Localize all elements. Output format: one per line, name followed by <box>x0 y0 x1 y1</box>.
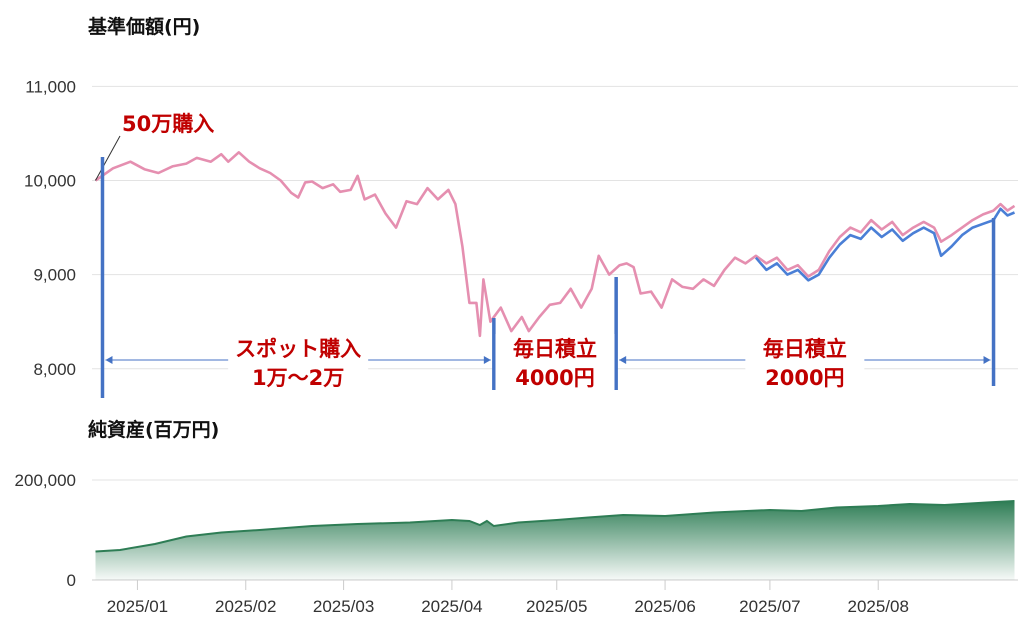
net-assets-line <box>95 500 1015 553</box>
lump-sum-annotation: 50万購入 <box>122 112 214 136</box>
net-assets-area <box>95 501 1015 580</box>
period-label-background <box>228 334 369 392</box>
period-label-background <box>495 334 615 392</box>
period-label-line-1: 毎日積立 <box>763 337 847 361</box>
price-y-tick-label: 11,000 <box>25 77 76 96</box>
x-tick-label: 2025/07 <box>739 597 800 616</box>
x-tick-label: 2025/02 <box>215 597 276 616</box>
x-tick-label: 2025/04 <box>421 597 482 616</box>
arrow-head <box>105 356 113 364</box>
period-label-line-2: 4000円 <box>515 366 594 390</box>
x-tick-label: 2025/06 <box>634 597 695 616</box>
price-y-tick-label: 8,000 <box>33 360 76 379</box>
price-chart-title: 基準価額(円) <box>87 15 200 38</box>
period-label-line-1: スポット購入 <box>235 337 361 361</box>
net-assets-y-tick-label: 0 <box>67 571 76 590</box>
x-tick-label: 2025/03 <box>313 597 374 616</box>
price-y-tick-label: 9,000 <box>33 266 76 285</box>
price-series-line <box>94 151 1016 338</box>
net-assets-chart-title: 純資産(百万円) <box>88 418 219 441</box>
callout-leader-line <box>95 135 121 181</box>
period-label-line-1: 毎日積立 <box>513 337 597 361</box>
period-label-background <box>745 334 865 392</box>
x-tick-label: 2025/05 <box>526 597 587 616</box>
arrow-head <box>983 356 991 364</box>
net-assets-y-tick-label: 200,000 <box>15 471 76 490</box>
price-y-tick-label: 10,000 <box>24 172 76 191</box>
x-tick-label: 2025/08 <box>847 597 908 616</box>
price-series-line-2 <box>754 207 1015 282</box>
x-tick-label: 2025/01 <box>107 597 168 616</box>
arrow-head <box>483 356 491 364</box>
period-label-line-2: 2000円 <box>765 366 844 390</box>
arrow-head <box>619 356 627 364</box>
period-label-line-2: 1万〜2万 <box>252 366 344 390</box>
